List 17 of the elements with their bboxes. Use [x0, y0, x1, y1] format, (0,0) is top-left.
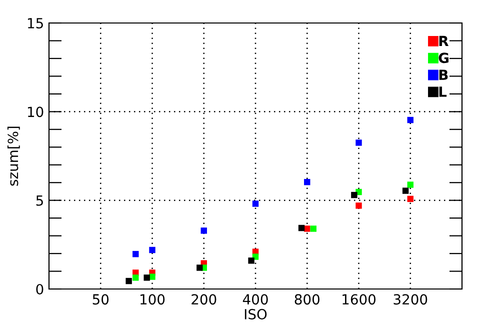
x-tick-label: 400 — [242, 294, 268, 305]
legend-label: G — [438, 52, 448, 64]
y-tick-label: 0 — [36, 284, 44, 294]
x-tick-label: 50 — [92, 294, 109, 305]
x-axis-title: ISO — [244, 308, 267, 320]
y-tick-label: 5 — [36, 195, 43, 206]
x-tick-label: 1600 — [342, 294, 376, 305]
x-tick-label: 3200 — [394, 294, 428, 305]
x-tick-label: 100 — [140, 294, 165, 305]
y-tick-label: 15 — [28, 18, 43, 28]
legend-label: B — [439, 70, 448, 80]
y-axis-title: szum[%] — [7, 126, 20, 186]
x-tick-label: 200 — [192, 294, 216, 305]
y-tick-label: 10 — [28, 106, 44, 118]
legend-label: L — [439, 86, 447, 97]
x-tick-label: 800 — [294, 294, 320, 305]
legend-label: R — [439, 36, 449, 46]
